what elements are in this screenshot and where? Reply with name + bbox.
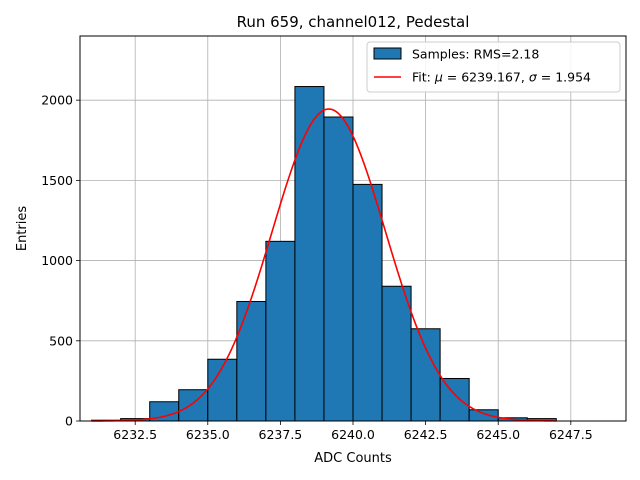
legend-fit-prefix: Fit: [412, 70, 435, 85]
y-tick-label: 1000 [41, 253, 73, 268]
x-tick-label: 6247.5 [549, 427, 593, 442]
legend-samples-swatch [373, 47, 402, 60]
fit-curve [91, 108, 557, 422]
x-axis-label: ADC Counts [314, 451, 392, 466]
histogram-bar [265, 240, 296, 422]
y-axis-ticks: 0 500 1000 1500 2000 [41, 93, 80, 429]
chart-title: Run 659, channel012, Pedestal [237, 13, 470, 31]
legend-fit-eq-2: = [537, 70, 555, 85]
x-tick-label: 6235.0 [186, 427, 230, 442]
legend-fit-sigma-value: 1.954 [555, 70, 591, 85]
histogram-bar [439, 377, 470, 422]
histogram-bar [323, 116, 354, 422]
legend-fit-mu-symbol: μ [434, 70, 443, 85]
histogram-bar [468, 409, 499, 422]
y-tick-label: 0 [65, 414, 73, 429]
histogram-bars [91, 86, 557, 422]
legend-fit-mu-value: 6239.167 [461, 70, 521, 85]
legend-fit-label: Fit: μ = 6239.167, σ = 1.954 [412, 70, 591, 85]
x-tick-label: 6237.5 [259, 427, 303, 442]
x-tick-label: 6232.5 [113, 427, 157, 442]
y-tick-label: 500 [49, 333, 73, 348]
fit-curve-layer [91, 108, 557, 422]
histogram-bar [236, 300, 267, 422]
y-tick-label: 2000 [41, 93, 73, 108]
histogram-bar [294, 86, 325, 422]
y-axis-label: Entries [15, 206, 30, 252]
histogram-bar [410, 328, 441, 422]
legend-fit-eq-1: = [443, 70, 461, 85]
histogram-bar [381, 285, 412, 422]
legend-fit-sep: , [521, 70, 529, 85]
x-tick-label: 6240.0 [331, 427, 375, 442]
x-tick-label: 6242.5 [404, 427, 448, 442]
x-tick-label: 6245.0 [476, 427, 520, 442]
x-axis-ticks: 6232.5 6235.0 6237.5 6240.0 6242.5 6245.0 6247… [113, 421, 593, 442]
legend: Samples: RMS=2.18 Fit: μ = 6239.167, σ =… [366, 41, 621, 93]
legend-samples-label: Samples: RMS=2.18 [412, 47, 539, 62]
y-tick-label: 1500 [41, 173, 73, 188]
legend-fit-sigma-symbol: σ [529, 70, 538, 85]
histogram-bar [352, 183, 383, 422]
legend-box [366, 41, 621, 93]
